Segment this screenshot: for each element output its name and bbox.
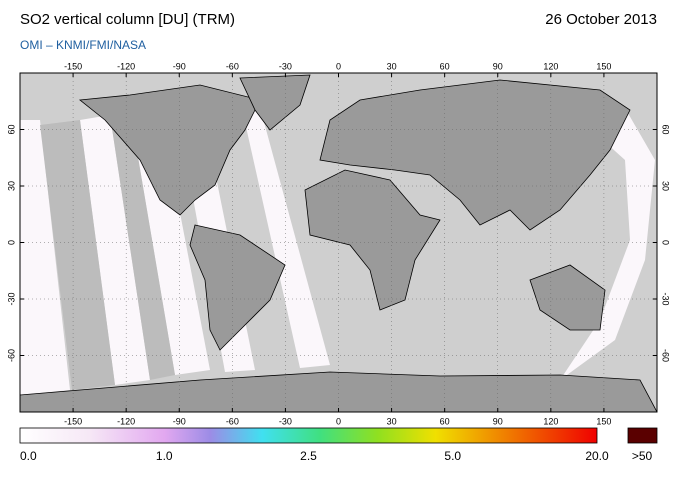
lon-tick-label: -150 [64, 416, 82, 426]
lat-tick-label: 30 [661, 181, 671, 191]
lon-tick-label: 30 [387, 61, 397, 71]
lat-tick-label: -30 [661, 292, 671, 305]
lon-tick-label: -150 [64, 61, 82, 71]
lon-tick-label: 150 [596, 416, 611, 426]
lon-tick-label: -90 [173, 416, 186, 426]
lon-tick-label: -120 [117, 416, 135, 426]
lon-tick-label: -30 [279, 416, 292, 426]
date: 26 October 2013 [545, 11, 657, 28]
lat-tick-label: -60 [661, 349, 671, 362]
lon-tick-label: 90 [493, 61, 503, 71]
colorbar-label: 2.5 [300, 449, 317, 463]
title: SO2 vertical column [DU] (TRM) [20, 11, 235, 28]
colorbar-label: 20.0 [585, 449, 609, 463]
lon-tick-label: -120 [117, 61, 135, 71]
lat-tick-label: 60 [661, 124, 671, 134]
grid [20, 73, 657, 412]
credit: OMI – KNMI/FMI/NASA [20, 38, 146, 52]
lon-tick-label: 60 [440, 416, 450, 426]
lon-tick-label: 120 [543, 61, 558, 71]
lat-tick-label: 0 [661, 240, 671, 245]
colorbar-label: 1.0 [156, 449, 173, 463]
colorbar-overflow [627, 427, 658, 444]
map [20, 73, 657, 412]
colorbar-label: 5.0 [444, 449, 461, 463]
colorbar [19, 427, 598, 444]
lat-tick-label: -30 [6, 292, 16, 305]
lon-tick-label: -30 [279, 61, 292, 71]
lon-tick-label: 0 [336, 61, 341, 71]
lon-tick-label: 30 [387, 416, 397, 426]
lat-tick-label: -60 [6, 349, 16, 362]
lon-tick-label: -60 [226, 416, 239, 426]
colorbar-label: 0.0 [20, 449, 37, 463]
lat-tick-label: 30 [6, 181, 16, 191]
lat-tick-label: 60 [6, 124, 16, 134]
colorbar-label: >50 [632, 449, 653, 463]
lon-tick-label: 120 [543, 416, 558, 426]
lon-tick-label: 90 [493, 416, 503, 426]
lon-tick-label: 60 [440, 61, 450, 71]
lat-tick-label: 0 [6, 240, 16, 245]
ticks: -150 -150 -120 -120 -90 -90 -60 -60 -30 -30 0 0 30 30… [6, 61, 670, 426]
lon-tick-label: 0 [336, 416, 341, 426]
lon-tick-label: 150 [596, 61, 611, 71]
colorbar-labels: 0.0 1.0 2.5 5.0 20.0 >50 [20, 449, 653, 463]
lon-tick-label: -90 [173, 61, 186, 71]
lon-tick-label: -60 [226, 61, 239, 71]
